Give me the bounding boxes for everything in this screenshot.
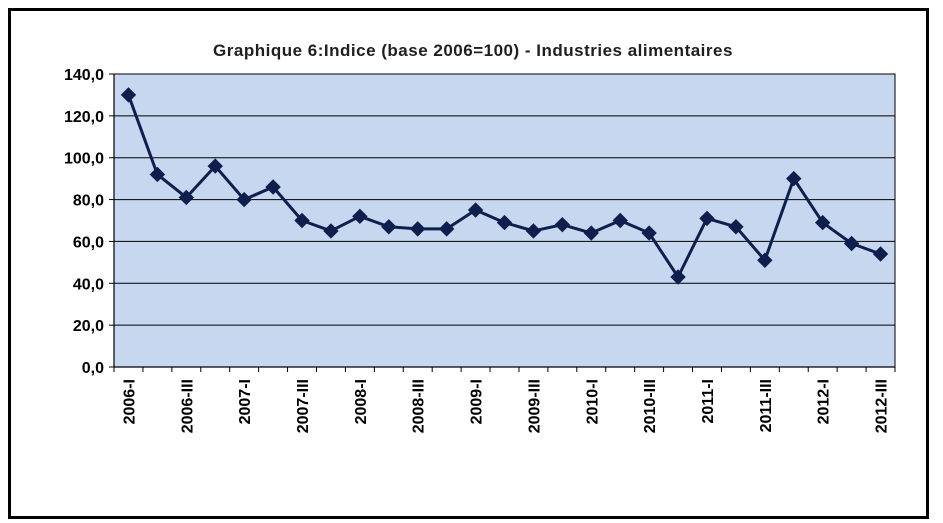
x-tick-label: 2009-III xyxy=(526,379,543,433)
data-point xyxy=(236,191,252,208)
data-point xyxy=(381,219,397,235)
data-point xyxy=(814,214,831,231)
data-point xyxy=(843,235,860,252)
series-index xyxy=(120,87,889,285)
data-point xyxy=(757,252,773,268)
gridlines xyxy=(114,73,895,326)
y-tick-label: 100,0 xyxy=(64,151,104,168)
data-point xyxy=(612,212,628,229)
x-tick-label: 2007-III xyxy=(295,379,312,433)
data-point xyxy=(786,170,802,187)
line-chart: Graphique 6:Indice (base 2006=100) - Ind… xyxy=(64,41,896,433)
data-point xyxy=(352,208,368,225)
axes xyxy=(113,74,895,368)
y-tick-label: 140,0 xyxy=(64,67,104,84)
chart-frame: Graphique 6:Indice (base 2006=100) - Ind… xyxy=(8,8,929,519)
data-point xyxy=(583,225,599,241)
data-point xyxy=(641,225,657,241)
x-tick-label: 2009-I xyxy=(469,379,486,424)
y-tick-label: 0,0 xyxy=(82,360,104,377)
x-tick-label: 2006-III xyxy=(179,379,196,433)
x-tick-label: 2010-I xyxy=(584,379,601,424)
x-tick-label: 2012-III xyxy=(874,379,891,433)
x-tick-label: 2007-I xyxy=(237,379,254,424)
data-point xyxy=(438,221,455,237)
x-tick-label: 2008-III xyxy=(411,379,428,433)
y-axis-ticks: 0,0 20,0 40,0 60,0 80,0 100,0 120,0 140,0 xyxy=(64,67,114,377)
data-point xyxy=(294,212,310,229)
y-tick-label: 20,0 xyxy=(73,318,104,335)
data-point xyxy=(265,179,281,195)
chart-title: Graphique 6:Indice (base 2006=100) - Ind… xyxy=(213,41,733,60)
data-point xyxy=(120,87,137,103)
y-tick-label: 40,0 xyxy=(73,276,104,293)
data-point xyxy=(872,246,889,262)
data-point xyxy=(149,166,166,183)
data-point xyxy=(699,210,715,227)
data-point xyxy=(670,269,686,285)
x-tick-label: 2012-I xyxy=(816,379,833,424)
data-point xyxy=(207,158,223,174)
data-point xyxy=(410,221,426,237)
data-point xyxy=(323,223,339,239)
y-tick-label: 120,0 xyxy=(64,109,104,126)
x-axis-ticks: 2006-I 2006-III 2007-I 2007-III 2008-I 2008-I… xyxy=(113,367,896,433)
data-point xyxy=(496,214,513,231)
data-point xyxy=(728,219,744,235)
data-point xyxy=(525,223,542,239)
data-point xyxy=(554,216,571,233)
data-point xyxy=(467,202,484,218)
x-tick-label: 2011-III xyxy=(758,379,775,432)
y-tick-label: 80,0 xyxy=(73,193,104,210)
data-point xyxy=(178,189,195,206)
x-tick-label: 2006-I xyxy=(121,379,138,424)
x-tick-label: 2010-III xyxy=(642,379,659,433)
x-tick-label: 2008-I xyxy=(353,379,370,424)
x-tick-label: 2011-I xyxy=(700,379,717,423)
y-tick-label: 60,0 xyxy=(73,234,104,251)
